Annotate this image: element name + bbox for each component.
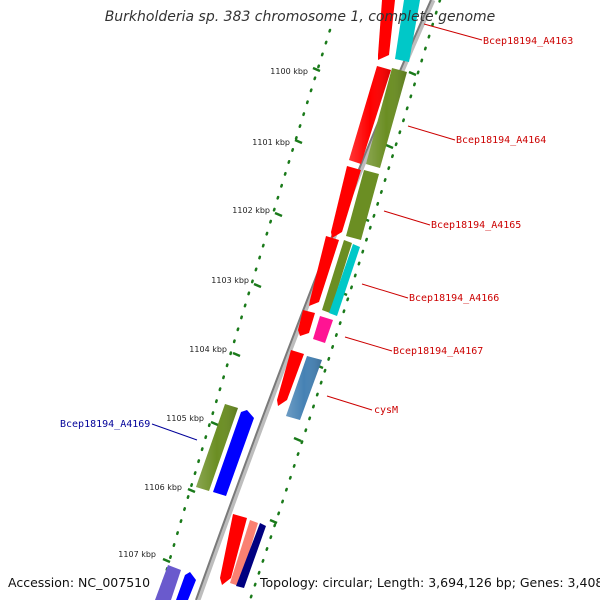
gene-arrow-salmon[interactable] <box>230 520 258 586</box>
leader-line <box>383 210 431 226</box>
gene-arrow-olive[interactable] <box>346 170 379 240</box>
gene-arrow-red[interactable] <box>331 166 361 238</box>
tick-mark <box>274 211 283 218</box>
shade <box>196 404 238 491</box>
gene-label[interactable]: Bcep18194_A4163 <box>483 36 573 47</box>
gene-arrow-red[interactable] <box>298 310 315 336</box>
tick-label: 1100 kbp <box>270 67 308 76</box>
leader-line <box>423 23 483 41</box>
gene-arrow-red[interactable] <box>277 350 304 406</box>
tick-label: 1105 kbp <box>166 414 204 423</box>
tick-mark <box>312 66 321 73</box>
gene-label[interactable]: Bcep18194_A4164 <box>456 135 546 146</box>
tick-label: 1106 kbp <box>144 483 182 492</box>
tick-label: 1107 kbp <box>118 550 156 559</box>
gene-label[interactable]: Bcep18194_A4166 <box>409 293 499 304</box>
tick-mark <box>253 282 262 289</box>
gene-arrow-slateblue[interactable] <box>155 565 181 600</box>
leader-line <box>407 125 456 141</box>
shade <box>366 68 407 168</box>
gene-arrow-olive[interactable] <box>322 240 352 313</box>
shade <box>286 356 322 420</box>
gene-label[interactable]: Bcep18194_A4167 <box>393 346 483 357</box>
gene-label[interactable]: Bcep18194_A4169 <box>60 419 150 430</box>
gene-arrow-red[interactable] <box>220 514 247 585</box>
gene-arrow-navy[interactable] <box>236 523 266 588</box>
topology-text: Topology: circular; Length: 3,694,126 bp… <box>260 575 600 590</box>
tick-mark <box>210 420 219 427</box>
tick-mark <box>294 138 303 145</box>
leader-lines <box>151 23 483 441</box>
gene-shading <box>196 66 407 491</box>
tick-mark <box>232 351 241 358</box>
tick-mark <box>269 518 278 525</box>
tick-label: 1103 kbp <box>211 276 249 285</box>
tick-label: 1101 kbp <box>252 138 290 147</box>
gene-label[interactable]: cysM <box>374 405 398 416</box>
gene-labels: Bcep18194_A4163 Bcep18194_A4164 Bcep1819… <box>60 36 573 430</box>
gene-arrow-cyan[interactable] <box>329 244 360 316</box>
tick-label: 1102 kbp <box>232 206 270 215</box>
tick-mark <box>408 70 417 77</box>
tick-mark <box>293 436 302 443</box>
gene-arrow-blue[interactable] <box>213 410 254 496</box>
accession-text: Accession: NC_007510 <box>8 575 151 590</box>
genome-title: Burkholderia sp. 383 chromosome 1, compl… <box>104 9 496 25</box>
gene-arrow-magenta[interactable] <box>313 316 333 343</box>
tick-mark <box>385 143 394 150</box>
leader-line <box>361 283 409 299</box>
gene-arrow-red[interactable] <box>378 0 395 60</box>
tick-mark <box>187 487 196 494</box>
leader-line <box>151 423 198 441</box>
gene-arrow-cyan[interactable] <box>395 0 420 62</box>
kbp-ticks: 1100 kbp 1101 kbp 1102 kbp 1103 kbp 1104… <box>118 66 417 564</box>
gene-label[interactable]: Bcep18194_A4165 <box>431 220 521 231</box>
shade <box>349 66 391 164</box>
tick-mark <box>162 557 171 564</box>
tick-label: 1104 kbp <box>189 345 227 354</box>
leader-line <box>344 336 393 352</box>
leader-line <box>326 395 373 411</box>
gene-arrow-red[interactable] <box>309 236 339 306</box>
tick-arc-inner <box>248 0 442 600</box>
gene-arrow-blue[interactable] <box>176 572 196 600</box>
